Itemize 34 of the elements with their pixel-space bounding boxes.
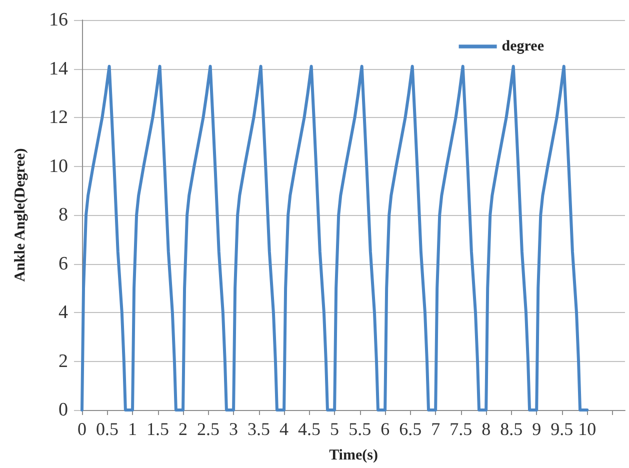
x-tick-label: 5.5: [348, 419, 372, 439]
x-tick-label: 2.5: [197, 419, 220, 439]
x-tick-label: 0.5: [96, 419, 119, 439]
x-tick-label: 1: [128, 419, 138, 439]
x-tick-label: 5: [330, 419, 340, 439]
x-tick-label: 6.5: [399, 419, 422, 439]
x-tick-label: 4.5: [298, 419, 321, 439]
x-tick-label: 1.5: [146, 419, 170, 439]
x-tick-label: 7.5: [450, 419, 472, 439]
y-tick-label: 12: [49, 107, 68, 128]
x-tick-label: 3.5: [248, 419, 270, 439]
x-tick-label: 6: [380, 419, 390, 439]
x-axis-title: Time(s): [329, 448, 378, 464]
y-tick-label: 2: [58, 350, 68, 372]
x-tick-label: 7: [431, 419, 440, 439]
legend-label: degree: [502, 38, 544, 54]
y-tick-label: 4: [58, 302, 68, 323]
x-tick-label: 4: [280, 419, 289, 439]
x-tick-label: 2: [178, 419, 188, 439]
x-tick-label: 9: [532, 419, 542, 439]
x-tick-label: 10: [578, 419, 596, 439]
y-tick-label: 0: [58, 400, 68, 420]
x-tick-label: 8: [482, 419, 491, 439]
y-tick-label: 14: [49, 58, 68, 80]
x-tick-label: 9.5: [550, 419, 574, 439]
x-tick-label: 0: [78, 419, 86, 439]
x-tick-label: 3: [229, 419, 238, 439]
y-tick-label: 8: [58, 204, 68, 226]
y-tick-label: 6: [58, 253, 68, 274]
y-tick-label: 10: [49, 156, 68, 177]
x-tick-label: 8.5: [500, 419, 523, 439]
line-series: [80, 64, 589, 412]
y-tick-label: 16: [49, 10, 68, 30]
y-axis-title: Ankle Angle(Degree): [12, 148, 28, 282]
